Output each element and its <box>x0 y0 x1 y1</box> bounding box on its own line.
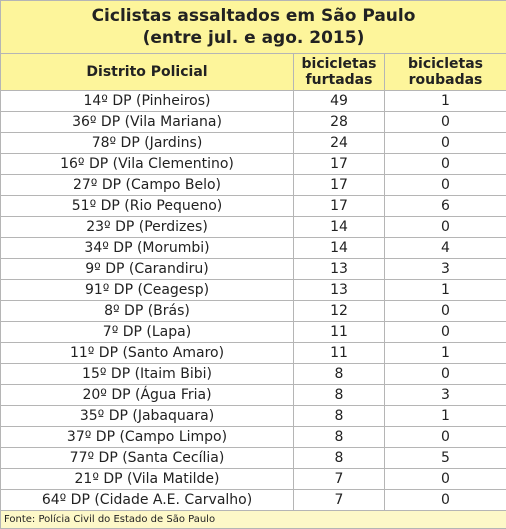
district-cell: 8º DP (Brás) <box>0 300 294 322</box>
district-cell: 23º DP (Perdizes) <box>0 216 294 238</box>
count-cell: 7 <box>293 489 385 511</box>
count-cell: 0 <box>384 468 506 490</box>
count-cell: 17 <box>293 153 385 175</box>
count-cell: 0 <box>384 300 506 322</box>
title: Ciclistas assaltados em São Paulo (entre… <box>0 0 506 54</box>
district-cell: 20º DP (Água Fria) <box>0 384 294 406</box>
table-row: 36º DP (Vila Mariana) 28 0 <box>0 111 506 133</box>
count-cell: 1 <box>384 405 506 427</box>
district-cell: 64º DP (Cidade A.E. Carvalho) <box>0 489 294 511</box>
count-cell: 0 <box>384 216 506 238</box>
count-cell: 14 <box>293 216 385 238</box>
table-row: 37º DP (Campo Limpo) 8 0 <box>0 426 506 448</box>
count-cell: 1 <box>384 279 506 301</box>
count-cell: 3 <box>384 384 506 406</box>
district-cell: 37º DP (Campo Limpo) <box>0 426 294 448</box>
district-cell: 35º DP (Jabaquara) <box>0 405 294 427</box>
table-row: 91º DP (Ceagesp) 13 1 <box>0 279 506 301</box>
district-cell: 27º DP (Campo Belo) <box>0 174 294 196</box>
count-cell: 0 <box>384 426 506 448</box>
table-row: 7º DP (Lapa) 11 0 <box>0 321 506 343</box>
count-cell: 8 <box>293 405 385 427</box>
district-cell: 21º DP (Vila Matilde) <box>0 468 294 490</box>
count-cell: 4 <box>384 237 506 259</box>
district-cell: 16º DP (Vila Clementino) <box>0 153 294 175</box>
count-cell: 49 <box>293 90 385 112</box>
count-cell: 3 <box>384 258 506 280</box>
district-cell: 78º DP (Jardins) <box>0 132 294 154</box>
column-header: Distrito Policial <box>0 53 294 91</box>
count-cell: 6 <box>384 195 506 217</box>
table-row: 14º DP (Pinheiros) 49 1 <box>0 90 506 112</box>
district-cell: 36º DP (Vila Mariana) <box>0 111 294 133</box>
table-row: 15º DP (Itaim Bibi) 8 0 <box>0 363 506 385</box>
count-cell: 24 <box>293 132 385 154</box>
count-cell: 28 <box>293 111 385 133</box>
count-cell: 1 <box>384 342 506 364</box>
count-cell: 0 <box>384 489 506 511</box>
count-cell: 7 <box>293 468 385 490</box>
column-header: bicicletas furtadas <box>293 53 385 91</box>
table-row: 64º DP (Cidade A.E. Carvalho) 7 0 <box>0 489 506 511</box>
table-row: 11º DP (Santo Amaro) 11 1 <box>0 342 506 364</box>
district-cell: 51º DP (Rio Pequeno) <box>0 195 294 217</box>
table-row: 27º DP (Campo Belo) 17 0 <box>0 174 506 196</box>
table-row: 35º DP (Jabaquara) 8 1 <box>0 405 506 427</box>
count-cell: 13 <box>293 258 385 280</box>
count-cell: 1 <box>384 90 506 112</box>
table-row: 77º DP (Santa Cecília) 8 5 <box>0 447 506 469</box>
district-cell: 77º DP (Santa Cecília) <box>0 447 294 469</box>
table-body: 14º DP (Pinheiros) 49 1 36º DP (Vila Marian… <box>0 90 506 511</box>
count-cell: 14 <box>293 237 385 259</box>
count-cell: 12 <box>293 300 385 322</box>
district-cell: 9º DP (Carandiru) <box>0 258 294 280</box>
table-row: 9º DP (Carandiru) 13 3 <box>0 258 506 280</box>
table-row: 23º DP (Perdizes) 14 0 <box>0 216 506 238</box>
count-cell: 11 <box>293 321 385 343</box>
table-row: 51º DP (Rio Pequeno) 17 6 <box>0 195 506 217</box>
count-cell: 0 <box>384 153 506 175</box>
district-cell: 14º DP (Pinheiros) <box>0 90 294 112</box>
count-cell: 17 <box>293 195 385 217</box>
count-cell: 17 <box>293 174 385 196</box>
title-line: Ciclistas assaltados em São Paulo <box>91 6 416 26</box>
district-cell: 91º DP (Ceagesp) <box>0 279 294 301</box>
table-row: 16º DP (Vila Clementino) 17 0 <box>0 153 506 175</box>
count-cell: 11 <box>293 342 385 364</box>
count-cell: 0 <box>384 111 506 133</box>
table-row: 20º DP (Água Fria) 8 3 <box>0 384 506 406</box>
count-cell: 8 <box>293 426 385 448</box>
count-cell: 0 <box>384 321 506 343</box>
count-cell: 13 <box>293 279 385 301</box>
district-cell: 15º DP (Itaim Bibi) <box>0 363 294 385</box>
table-row: 21º DP (Vila Matilde) 7 0 <box>0 468 506 490</box>
count-cell: 5 <box>384 447 506 469</box>
count-cell: 8 <box>293 363 385 385</box>
count-cell: 0 <box>384 363 506 385</box>
table-row: 8º DP (Brás) 12 0 <box>0 300 506 322</box>
count-cell: 8 <box>293 447 385 469</box>
column-header: bicicletas roubadas <box>384 53 506 91</box>
count-cell: 8 <box>293 384 385 406</box>
count-cell: 0 <box>384 132 506 154</box>
district-cell: 11º DP (Santo Amaro) <box>0 342 294 364</box>
count-cell: 0 <box>384 174 506 196</box>
table-row: 78º DP (Jardins) 24 0 <box>0 132 506 154</box>
district-cell: 7º DP (Lapa) <box>0 321 294 343</box>
district-cell: 34º DP (Morumbi) <box>0 237 294 259</box>
table-row: 34º DP (Morumbi) 14 4 <box>0 237 506 259</box>
title-line: (entre jul. e ago. 2015) <box>142 28 365 48</box>
source-note: Fonte: Polícia Civil do Estado de São Pa… <box>0 510 506 529</box>
